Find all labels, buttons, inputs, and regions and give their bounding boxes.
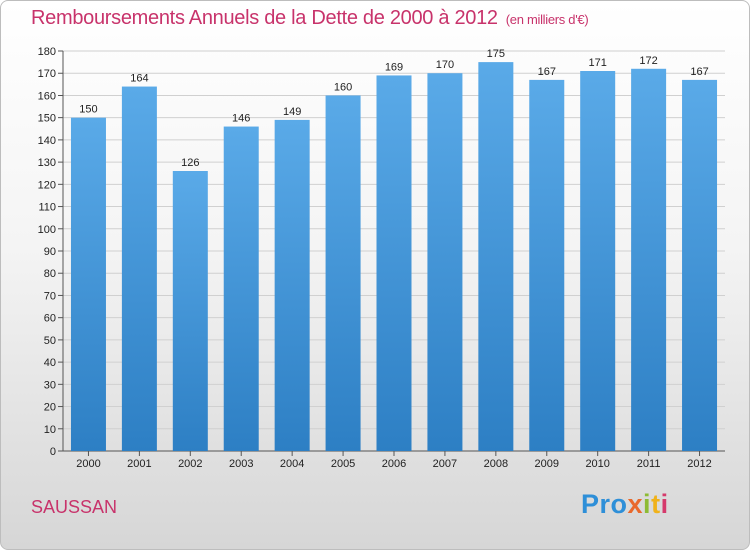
bar-2011: [631, 68, 667, 452]
logo-part-5: i: [660, 489, 669, 519]
value-label-2000: 150: [79, 104, 97, 116]
x-tick-label-2001: 2001: [127, 458, 151, 470]
x-tick-label-2010: 2010: [585, 458, 609, 470]
x-tick-label-2008: 2008: [484, 458, 508, 470]
y-tick-label: 110: [38, 202, 56, 214]
bars: [70, 62, 718, 452]
title-text: Remboursements Annuels de la Dette de 20…: [31, 7, 498, 29]
labels: 150 164 126 146 149 160 169 170 175 167 171 172 167: [79, 48, 708, 169]
logo-part-1: Pro: [581, 489, 628, 519]
x-tick-label-2011: 2011: [637, 458, 661, 470]
value-label-2009: 167: [538, 66, 556, 78]
y-tick-label: 10: [44, 424, 56, 436]
logo-part-4: t: [651, 489, 661, 519]
value-label-2006: 169: [385, 61, 403, 73]
bar-2010: [580, 71, 616, 451]
bar-2000: [70, 117, 106, 452]
value-label-2001: 164: [130, 73, 148, 85]
y-tick-label: 150: [38, 113, 56, 125]
y-tick-label: 170: [38, 68, 56, 80]
x-tick-label-2003: 2003: [229, 458, 253, 470]
bar-2005: [325, 95, 361, 451]
y-tick-label: 90: [44, 246, 56, 258]
bar-2003: [223, 126, 259, 452]
y-tick-label: 140: [38, 135, 56, 147]
bar-2007: [427, 73, 463, 451]
bar-2006: [376, 75, 412, 451]
y-tick-label: 60: [44, 313, 56, 325]
x-tick-label-2005: 2005: [331, 458, 355, 470]
x-tick-label-2009: 2009: [535, 458, 559, 470]
value-label-2003: 146: [232, 113, 250, 125]
y-tick-label: 50: [44, 335, 56, 347]
y-tick-label: 160: [38, 90, 56, 102]
value-label-2007: 170: [436, 59, 454, 71]
y-tick-label: 180: [38, 46, 56, 58]
bar-2008: [478, 62, 514, 451]
x-tick-label-2012: 2012: [687, 458, 711, 470]
y-tick-label: 40: [44, 357, 56, 369]
title-unit: (en milliers d'€): [505, 12, 589, 27]
value-label-2002: 126: [181, 157, 199, 169]
x-tick-label-2002: 2002: [178, 458, 202, 470]
axes: 0 10 20 30 40 50 60 70 80 90 100 110 120 130 140 150 160…: [38, 46, 725, 470]
y-tick-label: 20: [44, 402, 56, 414]
y-tick-label: 70: [44, 290, 56, 302]
x-tick-label-2006: 2006: [382, 458, 406, 470]
logo-part-3: i: [643, 489, 652, 519]
town-name: SAUSSAN: [31, 497, 118, 517]
y-tick-label: 0: [50, 446, 56, 458]
x-tick-label-2000: 2000: [76, 458, 100, 470]
y-tick-label: 130: [38, 157, 56, 169]
value-label-2005: 160: [334, 81, 352, 93]
bar-2012: [682, 79, 718, 451]
bar-2004: [274, 119, 310, 451]
proxiti-logo[interactable]: Proxiti: [581, 489, 669, 520]
value-label-2008: 175: [487, 48, 505, 60]
value-label-2011: 172: [639, 55, 657, 67]
x-tick-label-2007: 2007: [433, 458, 457, 470]
bar-2002: [172, 171, 208, 451]
value-label-2004: 149: [283, 106, 301, 118]
chart-title: Remboursements Annuels de la Dette de 20…: [31, 7, 589, 30]
bar-2001: [121, 86, 157, 452]
y-tick-label: 30: [44, 379, 56, 391]
y-tick-label: 80: [44, 268, 56, 280]
y-tick-label: 100: [38, 224, 56, 236]
x-tick-label-2004: 2004: [280, 458, 304, 470]
bar-2009: [529, 79, 565, 451]
logo-part-2: x: [627, 489, 644, 519]
value-label-2012: 167: [690, 66, 708, 78]
y-tick-label: 120: [38, 179, 56, 191]
value-label-2010: 171: [589, 57, 607, 69]
